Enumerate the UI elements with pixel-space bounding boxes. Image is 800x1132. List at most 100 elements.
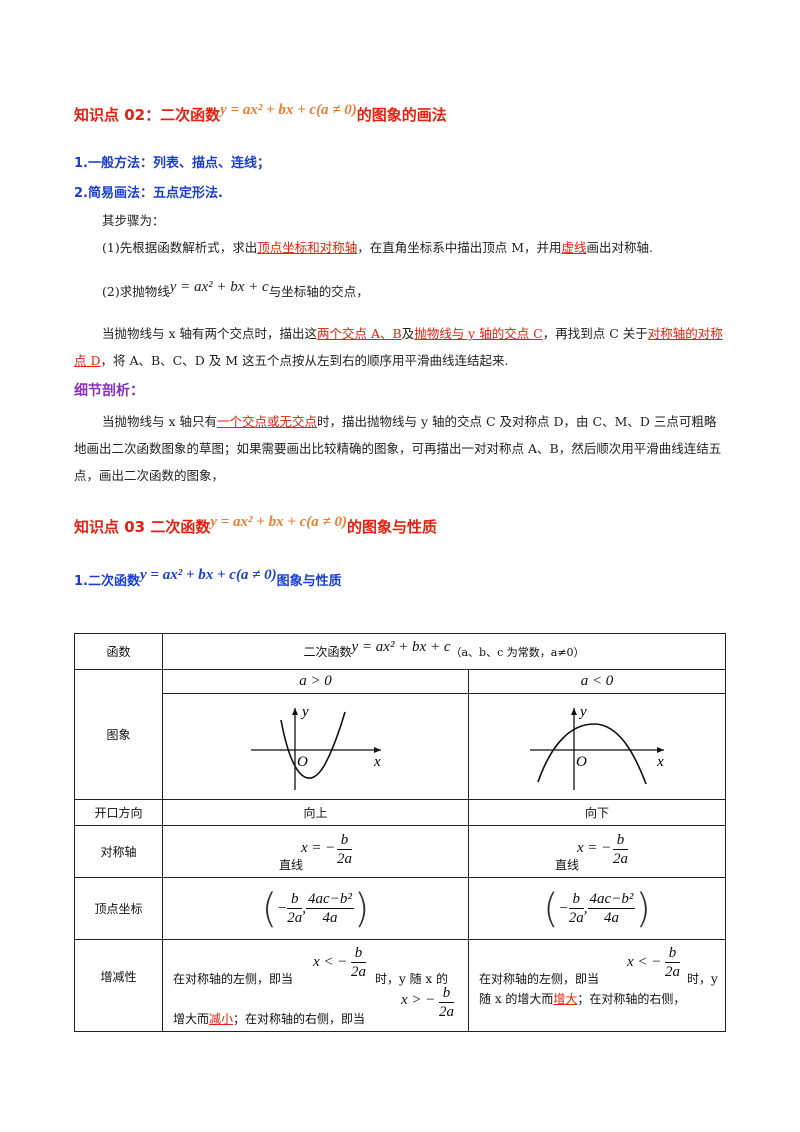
frac-den: 2a xyxy=(287,910,303,926)
mono-pos-text-a: 在对称轴的左侧，即当 xyxy=(173,972,294,986)
section-03-formula: y = ax² + bx + c(a ≠ 0) xyxy=(210,514,348,530)
mono-neg-text-a: 在对称轴的左侧，即当 xyxy=(479,972,600,986)
frac-den: 4a xyxy=(603,910,619,926)
detail-highlight: 一个交点或无交点 xyxy=(217,414,318,429)
paren-left: ( xyxy=(261,885,278,932)
function-text-b: （a、b、c 为常数，a≠0） xyxy=(450,645,585,659)
frac-num: b xyxy=(568,890,584,909)
para-text-c: ，再找到点 C 关于 xyxy=(542,326,648,341)
paren-left: ( xyxy=(543,885,559,932)
vertex-neg: − xyxy=(558,900,569,916)
paren-right: ) xyxy=(635,885,651,932)
method-item-1: 1.一般方法：列表、描点、连线； xyxy=(74,156,270,171)
row-condition: 图象 a > 0 a < 0 xyxy=(74,669,727,800)
axis-eq-prefix: x = − xyxy=(577,839,612,856)
frac-num: b xyxy=(337,831,352,850)
step-2-formula: y = ax² + bx + c xyxy=(169,279,269,295)
mono-neg-highlight: 增大 xyxy=(553,992,578,1006)
parabola-curve xyxy=(537,722,647,784)
mono-pos-text-d: ；在对称轴的右侧，即当 xyxy=(233,1012,366,1026)
mono-pos-line-2: 增大而减小；在对称轴的右侧，即当 xyxy=(173,1010,365,1027)
vertex-positive: (− b 2a, 4ac−b² 4a) xyxy=(162,877,469,940)
step-2: (2)求抛物线y = ax² + bx + c与坐标轴的交点， xyxy=(102,279,369,304)
line-word: 直线 xyxy=(279,857,304,872)
vertex-neg: − xyxy=(277,900,288,916)
frac-num: 4ac−b² xyxy=(306,891,354,909)
row-graph: y x O y x O xyxy=(75,693,727,800)
paren-right: ) xyxy=(353,885,370,932)
axis-negative: x = − b 2a 直线 xyxy=(467,825,727,878)
mono-neg-line-2: 随 x 的增大而增大；在对称轴的右侧， xyxy=(479,990,685,1007)
frac-den: 2a xyxy=(665,964,680,980)
vertex-y-fraction: 4ac−b² 4a xyxy=(306,890,354,927)
row-function: 函数 二次函数y = ax² + bx + c（a、b、c 为常数，a≠0） xyxy=(74,633,727,670)
step-1-text-c: 画出对称轴. xyxy=(586,240,654,255)
step-2-text-b: 与坐标轴的交点， xyxy=(268,284,369,299)
monotonicity-positive: x < − b 2a 在对称轴的左侧，即当 时，y 随 x 的 x > − b 2a… xyxy=(162,939,469,1032)
mono-neg-text-c: 随 x 的增大而 xyxy=(479,992,554,1006)
x-axis-arrow xyxy=(657,746,664,753)
frac-den: 2a xyxy=(613,850,628,867)
step-1-highlight-dashed: 虚线 xyxy=(561,240,587,255)
para-text-d: ，将 A、B、C、D 及 M 这五个点按从左到右的顺序用平滑曲线连结起来. xyxy=(100,353,509,368)
section-02-title-b: 的图象的画法 xyxy=(356,106,447,124)
five-point-paragraph: 当抛物线与 x 轴有两个交点时，描出这两个交点 A、B及抛物线与 y 轴的交点 … xyxy=(74,320,728,374)
detail-title: 细节剖析： xyxy=(74,383,144,399)
axis-positive: x = − b 2a 直线 xyxy=(162,825,469,878)
row-vertex-label: 顶点坐标 xyxy=(74,877,163,940)
graph-upward-parabola: y x O xyxy=(250,704,381,790)
frac-den: 2a xyxy=(351,964,366,980)
section-03-heading: 知识点 03 二次函数y = ax² + bx + c(a ≠ 0)的图象与性质 xyxy=(74,514,437,537)
row-function-label: 函数 xyxy=(74,633,163,670)
cond-lt-fraction: b 2a xyxy=(665,944,680,981)
frac-num: b xyxy=(287,890,303,909)
frac-num: b xyxy=(613,831,628,850)
mono-pos-text-b: 时，y 随 x 的 xyxy=(375,972,448,986)
origin-label: O xyxy=(576,754,587,770)
mono-neg-text-d: ；在对称轴的右侧， xyxy=(577,992,686,1006)
line-word: 直线 xyxy=(555,857,580,872)
step-1-text-a: (1)先根据函数解析式，求出 xyxy=(102,240,258,255)
row-axis: 对称轴 x = − b 2a 直线 x = − b 2a 直线 xyxy=(74,825,727,878)
frac-den: 2a xyxy=(568,910,584,926)
y-axis-arrow xyxy=(291,707,298,715)
subsection-title-a: 1.二次函数 xyxy=(74,574,140,589)
function-formula: y = ax² + bx + c xyxy=(351,638,451,655)
graph-downward-parabola: y x O xyxy=(530,704,664,790)
vertex-y-fraction: 4ac−b² 4a xyxy=(587,890,636,927)
frac-num: b xyxy=(665,944,680,963)
cond-lt-fraction: b 2a xyxy=(351,944,366,981)
vertex-negative: (− b 2a, 4ac−b² 4a) xyxy=(467,877,727,940)
step-1-text-b: ，在直角坐标系中描出顶点 M，并用 xyxy=(357,240,562,255)
frac-num: b xyxy=(439,984,454,1003)
para-highlight-ab: 两个交点 A、B xyxy=(317,326,402,341)
axis-eq-prefix: x = − xyxy=(301,839,336,856)
function-text-a: 二次函数 xyxy=(303,644,352,659)
detail-text-b: 时，描出抛物线与 y 轴的交点 C 及对称点 D，由 C、M、D 三点可粗略地画… xyxy=(74,414,722,483)
y-axis-arrow xyxy=(571,707,577,715)
para-text-b: 及 xyxy=(401,326,415,341)
para-highlight-c: 抛物线与 y 轴的交点 C xyxy=(414,326,543,341)
origin-label: O xyxy=(297,754,308,770)
frac-den: 2a xyxy=(337,850,352,867)
row-monotonicity-label: 增减性 xyxy=(74,939,163,1032)
section-02-heading: 知识点 02：二次函数y = ax² + bx + c(a ≠ 0)的图象的画法 xyxy=(74,102,447,125)
y-label: y xyxy=(300,704,309,720)
y-label: y xyxy=(578,704,587,720)
cond-lt-prefix: x < − xyxy=(627,954,662,970)
cond-gt-fraction: b 2a xyxy=(439,984,454,1021)
step-1: (1)先根据函数解析式，求出顶点坐标和对称轴，在直角坐标系中描出顶点 M，并用虚… xyxy=(102,236,653,260)
steps-intro: 其步骤为： xyxy=(102,213,165,228)
para-highlight-d: 对称轴的对称点 D xyxy=(74,326,723,368)
row-graph-label: 图象 xyxy=(74,669,163,800)
x-axis-arrow xyxy=(373,746,381,753)
monotonicity-negative: x < − b 2a 在对称轴的左侧，即当 时，y 随 x 的增大而增大；在对称轴… xyxy=(467,939,727,1032)
opening-downward: 向下 xyxy=(467,799,727,826)
frac-den: 4a xyxy=(322,910,338,926)
section-02-formula: y = ax² + bx + c(a ≠ 0) xyxy=(220,102,357,118)
mono-pos-highlight: 减小 xyxy=(209,1012,234,1026)
row-axis-label: 对称轴 xyxy=(74,825,163,878)
frac-den: 2a xyxy=(439,1004,454,1020)
subsection-formula: y = ax² + bx + c(a ≠ 0) xyxy=(139,567,277,583)
graph-downward-cell: y x O xyxy=(467,693,727,800)
